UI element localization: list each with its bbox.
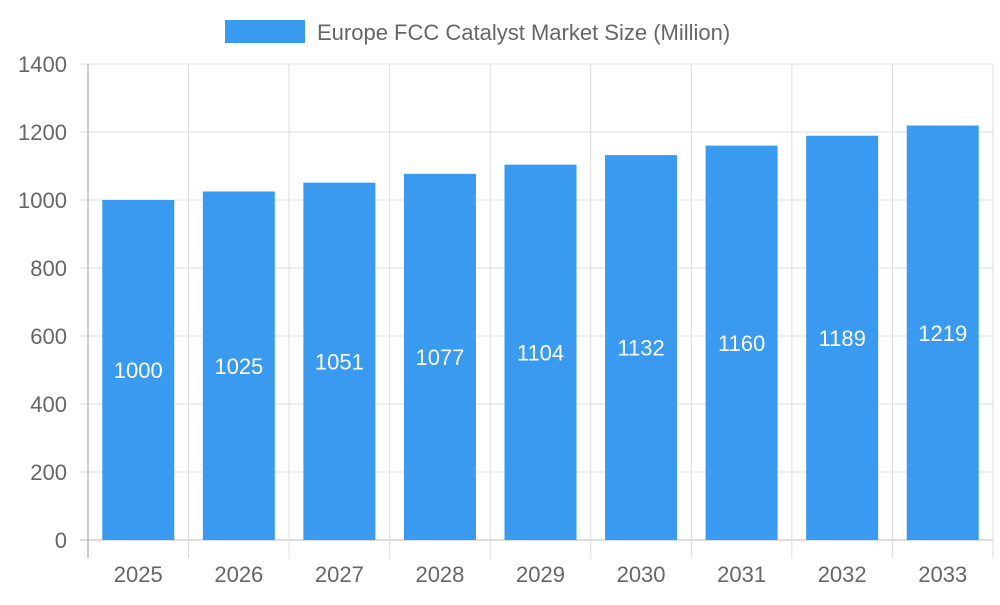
data-label: 1219 [918, 321, 967, 346]
y-tick-label: 400 [30, 392, 67, 417]
x-tick-label: 2033 [918, 562, 967, 587]
x-tick-label: 2029 [516, 562, 565, 587]
bar-2025 [102, 200, 175, 540]
data-label: 1104 [517, 340, 564, 365]
data-label: 1132 [617, 336, 664, 361]
y-tick-label: 800 [30, 256, 67, 281]
axes: 0 200 400 600 800 1000 1200 1400 2025 2026 2027 202… [18, 52, 967, 587]
legend[interactable]: Europe FCC Catalyst Market Size (Million… [225, 20, 730, 45]
bar-2033 [906, 125, 979, 540]
legend-label: Europe FCC Catalyst Market Size (Million… [317, 20, 730, 45]
data-label: 1025 [214, 354, 263, 379]
x-tick-label: 2030 [617, 562, 666, 587]
data-label: 1077 [415, 345, 464, 370]
data-label: 1160 [718, 331, 765, 356]
data-label: 1189 [819, 326, 866, 351]
x-tick-label: 2027 [315, 562, 364, 587]
bar-2026 [202, 191, 275, 540]
y-tick-label: 1400 [18, 52, 67, 77]
y-tick-label: 1000 [18, 188, 67, 213]
x-tick-label: 2026 [214, 562, 263, 587]
bars: 1000 1025 1051 1077 1104 1132 1160 1189 1219 [102, 125, 979, 541]
bar-2028 [403, 173, 476, 540]
data-label: 1000 [114, 358, 163, 383]
bar-2029 [504, 164, 577, 540]
y-tick-label: 600 [30, 324, 67, 349]
y-tick-label: 200 [30, 460, 67, 485]
y-tick-label: 1200 [18, 120, 67, 145]
x-tick-label: 2025 [114, 562, 163, 587]
x-tick-label: 2031 [717, 562, 766, 587]
x-tick-label: 2028 [415, 562, 464, 587]
data-label: 1051 [315, 349, 364, 374]
bar-2032 [806, 135, 879, 541]
bar-2031 [705, 145, 778, 540]
legend-swatch [225, 20, 305, 43]
x-tick-label: 2032 [818, 562, 867, 587]
bar-2027 [303, 182, 376, 540]
y-tick-label: 0 [55, 528, 67, 553]
bar-2030 [605, 155, 678, 540]
